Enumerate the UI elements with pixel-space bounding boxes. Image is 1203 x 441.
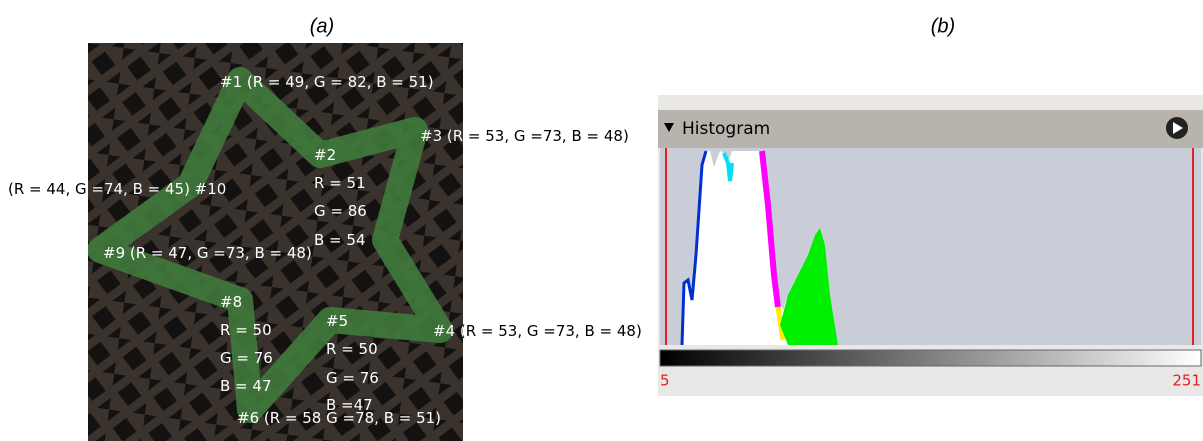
- annotation: G = 76: [220, 349, 273, 367]
- annotation: (R = 44, G =74, B = 45) #10: [8, 180, 226, 198]
- histogram-panel: Histogram 5 251: [658, 95, 1203, 396]
- fabric-photo: [88, 43, 463, 441]
- annotation: B = 54: [314, 231, 365, 249]
- annotation: #5: [326, 312, 348, 330]
- panel-title: Histogram: [682, 119, 770, 139]
- annotation: #8: [220, 293, 242, 311]
- annotation: #2: [314, 146, 336, 164]
- annotation: R = 51: [314, 174, 366, 192]
- panel-label: (a): [310, 16, 334, 39]
- annotation: #9 (R = 47, G =73, B = 48): [103, 244, 312, 262]
- min-label: 5: [660, 372, 670, 390]
- annotation: #6 (R = 58 G =78, B = 51): [237, 409, 441, 427]
- annotation: #3 (R = 53, G =73, B = 48): [420, 127, 629, 145]
- annotation: G = 86: [314, 202, 367, 220]
- annotation: R = 50: [326, 340, 378, 358]
- panel-label: (b): [931, 16, 955, 39]
- page: (a) (b) #1 (R = 49, G = 82, B = 51) #3 (…: [0, 0, 1203, 441]
- max-label: 251: [1172, 372, 1201, 390]
- annotation: G = 76: [326, 369, 379, 387]
- annotation: B = 47: [220, 377, 271, 395]
- annotation: R = 50: [220, 321, 272, 339]
- annotation: #1 (R = 49, G = 82, B = 51): [220, 73, 434, 91]
- annotation: #4 (R = 53, G =73, B = 48): [433, 322, 642, 340]
